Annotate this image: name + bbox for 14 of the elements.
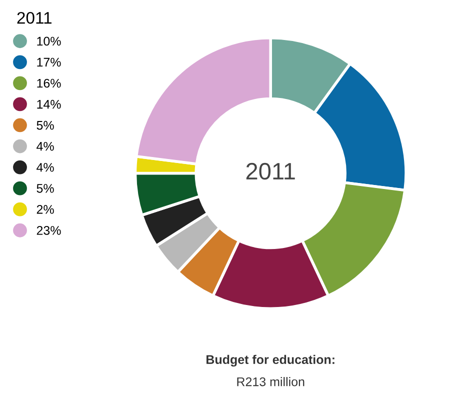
legend-label: 2% bbox=[36, 204, 54, 214]
legend-label: 10% bbox=[37, 36, 61, 46]
text: Budget for education: bbox=[206, 354, 334, 367]
legend-label: 5% bbox=[36, 120, 54, 130]
legend-label: 4% bbox=[36, 142, 54, 151]
legend-label: 17% bbox=[37, 58, 61, 67]
legend-label: 14% bbox=[37, 100, 61, 109]
legend-label: 16% bbox=[37, 78, 61, 88]
legend-label: 5% bbox=[36, 184, 54, 193]
text: 2011 bbox=[17, 12, 52, 24]
legend-label: 4% bbox=[36, 162, 54, 172]
legend-title: 2011 bbox=[246, 162, 295, 180]
legend-label: 23% bbox=[36, 226, 61, 235]
text: R213 million bbox=[237, 377, 304, 386]
